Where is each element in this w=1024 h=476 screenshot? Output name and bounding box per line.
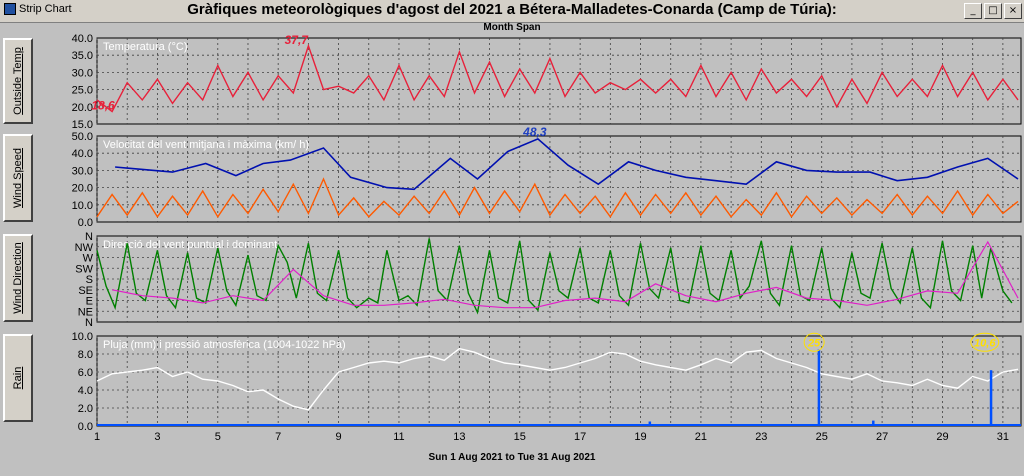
y-tick-label: 40.0 [72, 148, 93, 160]
y-tick-label: SW [75, 263, 93, 275]
outside-temp-button[interactable]: Outside Temp [3, 38, 33, 124]
x-tick-label: 1 [94, 431, 100, 443]
x-tick-label: 13 [453, 431, 465, 443]
app-label-text: Strip Chart [19, 3, 72, 15]
wind-average-series [96, 177, 1019, 219]
app-label[interactable]: Strip Chart [4, 3, 72, 15]
minimize-button[interactable]: _ [964, 3, 982, 19]
panel-title: Velocitat del vent mitjana i màxima (km/… [103, 139, 309, 151]
app-icon [4, 3, 16, 15]
x-tick-label: 31 [997, 431, 1009, 443]
y-tick-label: 8.0 [78, 349, 93, 361]
y-tick-label: W [83, 253, 94, 265]
y-tick-label: 30.0 [72, 67, 93, 79]
panel-title: Pluja (mm) i pressió atmosfèrica (1004-1… [103, 339, 346, 351]
y-tick-label: NW [75, 242, 94, 254]
wind-direction-point-series [96, 238, 1013, 315]
rain-bar [817, 349, 821, 426]
x-tick-label: 29 [936, 431, 948, 443]
panel-title: Temperatura (°C) [103, 41, 187, 53]
x-tick-label: 3 [154, 431, 160, 443]
y-tick-label: 10.0 [72, 200, 93, 212]
y-tick-label: SE [78, 285, 93, 297]
y-tick-label: 6.0 [78, 367, 93, 379]
y-tick-label: 20.0 [72, 183, 93, 195]
window-controls: _ □ × [964, 3, 1022, 19]
y-tick-label: NE [78, 306, 93, 318]
x-tick-label: 25 [816, 431, 828, 443]
x-tick-label: 5 [215, 431, 221, 443]
y-tick-label: 0.0 [78, 421, 93, 433]
annotation-label: 48,3 [522, 125, 547, 139]
wind-direction-button[interactable]: Wind Direction [3, 234, 33, 322]
date-range: Sun 1 Aug 2021 to Tue 31 Aug 2021 [428, 452, 596, 463]
rain-bar [989, 370, 993, 426]
y-tick-label: 30.0 [72, 165, 93, 177]
x-tick-label: 21 [695, 431, 707, 443]
y-tick-label: 10.0 [72, 331, 93, 343]
maximize-button[interactable]: □ [984, 3, 1002, 19]
y-tick-label: 2.0 [78, 403, 93, 415]
wind-speed-button[interactable]: Wind Speed [3, 134, 33, 222]
x-tick-label: 23 [755, 431, 767, 443]
rain-bar [872, 420, 875, 426]
temperature-series [96, 43, 1019, 113]
y-tick-label: 50.0 [72, 131, 93, 143]
y-tick-label: 4.0 [78, 385, 93, 397]
panel-title: Direcció del vent puntual i dominant [103, 239, 277, 251]
panel-wind_speed: 50.0 40.0 30.0 20.0 10.0 0.0 Velocitat del ven… [72, 125, 1022, 229]
pressure-series [96, 347, 1019, 411]
y-tick-label: 20.0 [72, 102, 93, 114]
rain-marker [970, 332, 1000, 352]
title-bar: Strip Chart Gràfiques meteorològiques d'… [0, 0, 1024, 23]
y-tick-label: 25.0 [72, 85, 93, 97]
y-tick-label: 15.0 [72, 119, 93, 131]
panel-rain: 10.0 8.0 6.0 4.0 2.0 0.0 Pluja (mm) i pressió … [72, 331, 1022, 443]
panel-temperature: 40.0 35.0 30.0 25.0 20.0 15.0 Temperatura (°C)… [72, 33, 1022, 131]
annotation-label: 18,6 [91, 99, 115, 113]
y-tick-label: E [86, 296, 93, 308]
x-tick-label: 11 [393, 431, 404, 443]
rain-button[interactable]: Rain [3, 334, 33, 422]
y-tick-label: 0.0 [78, 217, 93, 229]
x-tick-label: 15 [514, 431, 526, 443]
annotation-label: 25 [807, 337, 821, 349]
annotation-label: 10,6 [974, 337, 996, 349]
close-button[interactable]: × [1004, 3, 1022, 19]
x-tick-label: 27 [876, 431, 888, 443]
y-tick-label: N [85, 231, 93, 243]
annotation-label: 37,7 [285, 33, 310, 47]
wind-direction-dominant-series [111, 240, 1019, 309]
rain-bar [648, 421, 652, 426]
x-tick-label: 19 [634, 431, 646, 443]
window-title: Gràfiques meteorològiques d'agost del 20… [187, 1, 837, 18]
span-label: Month Span [483, 22, 541, 33]
y-tick-label: 40.0 [72, 33, 93, 45]
x-tick-label: 7 [275, 431, 281, 443]
x-tick-label: 17 [574, 431, 586, 443]
y-tick-label: 35.0 [72, 50, 93, 62]
y-tick-label: S [86, 274, 93, 286]
plot-frame [96, 335, 1022, 427]
wind-max-series [115, 137, 1019, 191]
y-tick-label: N [85, 317, 93, 329]
rain-marker [803, 332, 825, 352]
x-tick-label: 9 [336, 431, 342, 443]
